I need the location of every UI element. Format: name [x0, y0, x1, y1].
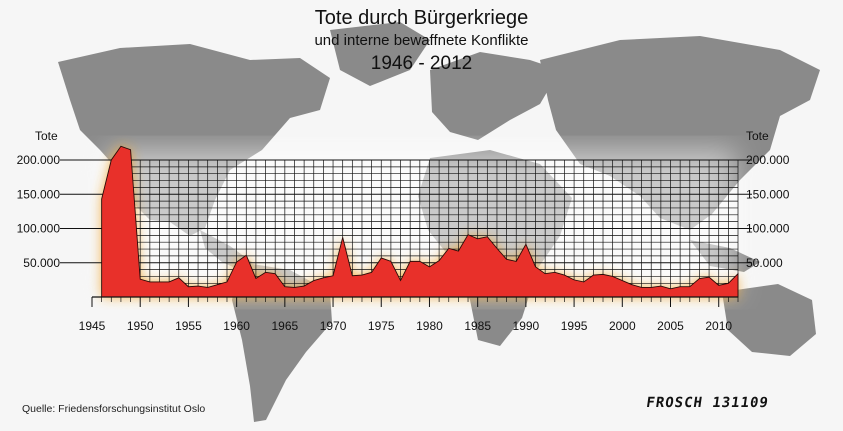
- south-america-shape: [232, 262, 332, 422]
- x-tick-label: 1980: [416, 319, 443, 333]
- y-axis-label-left: Tote: [35, 129, 58, 143]
- area-series: [101, 145, 739, 298]
- chart-subtitle: und interne bewaffnete Konflikte: [314, 32, 528, 49]
- x-tick-label: 2000: [609, 319, 636, 333]
- y-tick-label-right: 100.000: [746, 222, 790, 236]
- y-tick-label-left: 50.000: [23, 256, 60, 270]
- australia-shape: [722, 284, 816, 356]
- x-tick-label: 1955: [175, 319, 202, 333]
- y-tick-label-right: 150.000: [746, 187, 790, 201]
- x-tick-label: 1995: [561, 319, 588, 333]
- plot-area: 1945 1950 1955 1960 1965 1970 1975 1980 1985 1990…: [17, 145, 790, 333]
- x-tick-label: 1975: [368, 319, 395, 333]
- artist-signature: FROSCH 131109: [645, 395, 770, 411]
- x-tick-label: 2005: [657, 319, 684, 333]
- x-tick-label: 1990: [513, 319, 540, 333]
- x-tick-label: 1970: [320, 319, 347, 333]
- y-tick-label-right: 200.000: [746, 153, 790, 167]
- y-axis-label-right: Tote: [746, 129, 769, 143]
- x-tick-label: 1965: [271, 319, 298, 333]
- y-tick-label-left: 200.000: [17, 153, 61, 167]
- source-note: Quelle: Friedensforschungsinstitut Oslo: [22, 403, 205, 415]
- x-tick-label: 2010: [705, 319, 732, 333]
- y-tick-label-right: 50.000: [746, 256, 783, 270]
- europe-shape: [430, 52, 560, 140]
- asia-shape: [540, 36, 820, 230]
- x-tick-label: 1985: [464, 319, 491, 333]
- greenland-shape: [330, 22, 430, 86]
- chart-period: 1946 - 2012: [371, 53, 472, 74]
- x-tick-label: 1945: [79, 319, 106, 333]
- x-tick-label: 1950: [127, 319, 154, 333]
- y-tick-label-left: 150.000: [17, 187, 61, 201]
- y-tick-label-left: 100.000: [17, 222, 61, 236]
- x-tick-label: 1960: [223, 319, 250, 333]
- chart-title: Tote durch Bürgerkriege: [315, 7, 528, 29]
